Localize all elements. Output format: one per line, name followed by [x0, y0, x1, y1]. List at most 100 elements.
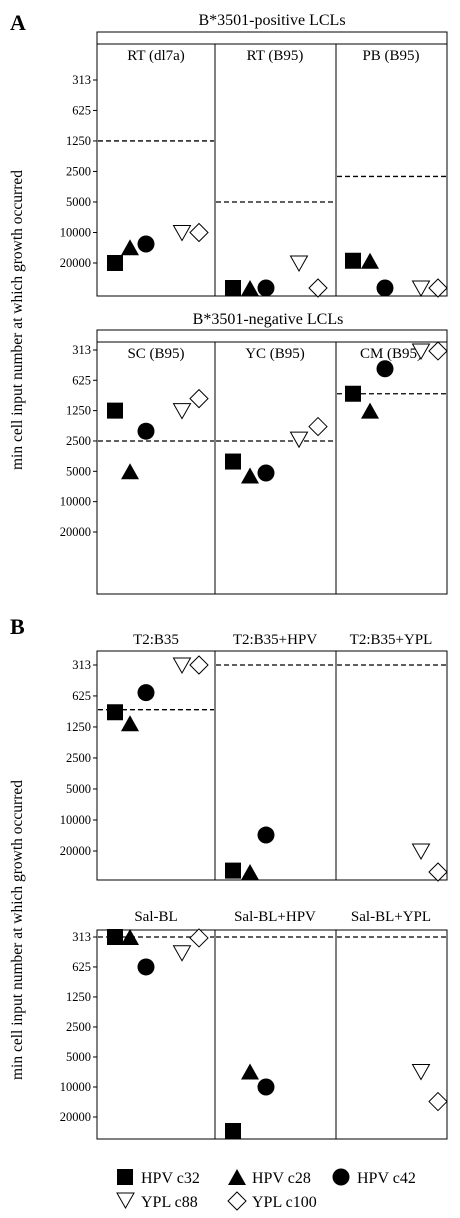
y-tick-label: 1250 [66, 720, 91, 734]
data-point-c88 [289, 431, 309, 449]
data-point-c32 [107, 402, 123, 419]
data-point-c32 [225, 1123, 241, 1139]
data-point-c100 [428, 278, 448, 298]
legend-marker-c32 [117, 1169, 133, 1185]
legend-marker-c100 [227, 1191, 247, 1211]
y-tick-label: 2500 [66, 751, 91, 765]
plot-frame [96, 43, 448, 297]
column-title: Sal-BL [134, 909, 177, 925]
data-point-c42 [257, 1078, 275, 1096]
y-tick-label: 20000 [60, 844, 91, 858]
column-title: PB (B95) [362, 48, 419, 64]
y-tick-label: 20000 [60, 525, 91, 539]
y-tick-label: 313 [72, 658, 91, 672]
column-title: CM (B95) [360, 346, 422, 362]
chart-1: 313 625 1250 2500 5000 10000 20000 RT (dl7a) RT … [60, 43, 448, 298]
legend-label-c28: HPV c28 [252, 1170, 311, 1187]
data-point-c28 [121, 715, 139, 732]
group-label-negative: B*3501-negative LCLs [193, 311, 344, 328]
legend-item-c88: YPL c88 [116, 1192, 198, 1211]
panel-label-b: B [10, 614, 25, 639]
data-point-c88 [289, 255, 309, 273]
data-point-c88 [172, 945, 192, 962]
legend-label-c42: HPV c42 [357, 1170, 416, 1187]
data-point-c32 [225, 280, 241, 296]
y-axis-label-a: min cell input number at which growth oc… [9, 170, 26, 470]
legend-item-c28: HPV c28 [228, 1169, 311, 1187]
y-tick-label: 313 [72, 930, 91, 944]
data-point-c28 [241, 280, 259, 296]
y-tick-label: 625 [72, 103, 91, 117]
column-title: T2:B35+YPL [350, 632, 433, 648]
data-point-c42 [137, 958, 155, 976]
data-point-c28 [121, 929, 139, 945]
data-point-c100 [428, 862, 448, 882]
plot-frame [96, 650, 448, 881]
column-title: RT (B95) [247, 48, 304, 64]
y-tick-label: 10000 [60, 813, 91, 827]
y-tick-label: 625 [72, 960, 91, 974]
data-point-c42 [257, 464, 275, 482]
chart-3: 313 625 1250 2500 5000 10000 20000 T2:B35 T2:B35… [60, 632, 448, 882]
data-point-c88 [172, 657, 192, 675]
y-tick-label: 2500 [66, 434, 91, 448]
data-point-c100 [428, 341, 448, 361]
y-tick-label: 5000 [66, 464, 91, 478]
data-point-c88 [172, 224, 192, 242]
data-point-c42 [137, 422, 155, 440]
y-tick-label: 625 [72, 373, 91, 387]
legend-item-c42: HPV c42 [332, 1168, 416, 1187]
data-point-c88 [172, 403, 192, 420]
plot-frame [96, 929, 448, 1140]
data-point-c42 [376, 360, 394, 378]
bracket-negative [96, 329, 448, 342]
y-tick-label: 10000 [60, 495, 91, 509]
bracket-positive [96, 31, 448, 44]
data-point-c28 [241, 1063, 259, 1080]
y-axis-label-b: min cell input number at which growth oc… [9, 780, 26, 1080]
data-point-c100 [189, 222, 209, 243]
y-tick-label: 313 [72, 73, 91, 87]
data-point-c42 [257, 826, 275, 844]
y-tick-label: 20000 [60, 256, 91, 270]
column-title: YC (B95) [245, 346, 305, 362]
data-point-c32 [107, 929, 123, 945]
data-point-c100 [189, 928, 209, 948]
data-point-c88 [411, 843, 431, 861]
data-point-c42 [376, 279, 394, 297]
data-point-c100 [308, 278, 328, 298]
y-tick-label: 5000 [66, 1050, 91, 1064]
column-title: T2:B35 [133, 632, 179, 648]
y-tick-label: 625 [72, 689, 91, 703]
data-point-c32 [225, 453, 241, 470]
data-point-c100 [428, 1091, 448, 1112]
group-label-positive: B*3501-positive LCLs [198, 12, 345, 29]
data-point-c28 [241, 864, 259, 880]
data-point-c32 [107, 255, 123, 271]
data-point-c28 [361, 252, 379, 269]
charts-layer: 313 625 1250 2500 5000 10000 20000 RT (dl7a) RT … [60, 43, 448, 1140]
data-point-c28 [361, 402, 379, 419]
y-tick-label: 1250 [66, 134, 91, 148]
legend-marker-c28 [228, 1169, 246, 1185]
panel-label-a: A [10, 10, 26, 35]
y-tick-label: 10000 [60, 1080, 91, 1094]
legend-item-c32: HPV c32 [117, 1169, 200, 1187]
chart-2: 313 625 1250 2500 5000 10000 20000 SC (B95) YC (… [60, 341, 448, 595]
column-title: RT (dl7a) [127, 48, 185, 64]
data-point-c32 [345, 385, 361, 402]
legend-item-c100: YPL c100 [227, 1191, 317, 1211]
legend-marker-c88 [116, 1192, 135, 1210]
data-point-c42 [137, 684, 155, 702]
chart-4: 313 625 1250 2500 5000 10000 20000 Sal-BL Sal-BL… [60, 909, 448, 1140]
legend: HPV c32 HPV c28 HPV c42 YPL c88 YPL c100 [116, 1168, 416, 1211]
y-tick-label: 2500 [66, 1020, 91, 1034]
data-point-c88 [411, 343, 431, 360]
data-point-c28 [121, 239, 139, 256]
data-point-c100 [189, 655, 209, 675]
y-tick-label: 1250 [66, 990, 91, 1004]
y-tick-label: 10000 [60, 225, 91, 239]
data-point-c32 [107, 704, 123, 721]
legend-marker-c42 [332, 1168, 350, 1186]
